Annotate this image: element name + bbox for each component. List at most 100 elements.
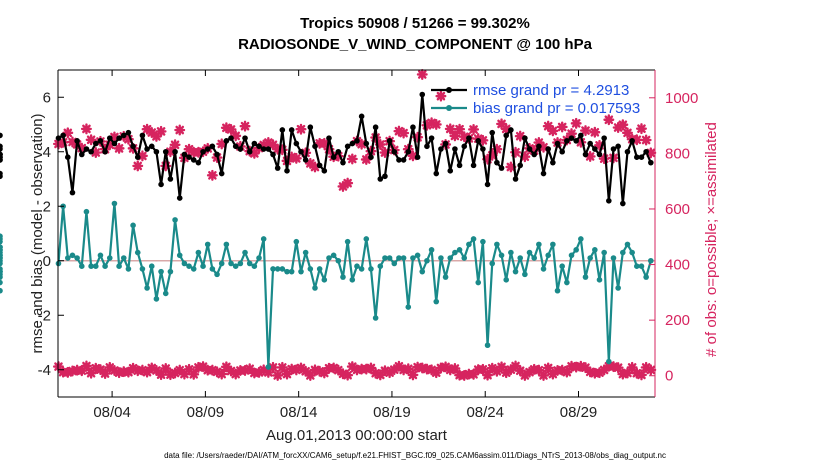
bias-point (400, 255, 407, 261)
bias-point (638, 263, 645, 270)
rmse-point (0, 157, 3, 163)
bias-point (284, 268, 290, 275)
obs-possible-point (379, 147, 391, 159)
obs-assimilated-point (491, 365, 503, 377)
rmse-point (265, 146, 272, 152)
bias-point (64, 255, 71, 261)
bias-point (0, 252, 3, 259)
obs-possible-point (617, 119, 629, 131)
bias-point (386, 255, 393, 261)
bias-point (134, 249, 141, 256)
obs-possible-point (146, 127, 158, 139)
rmse-point (559, 148, 565, 155)
rmse-point (232, 143, 239, 150)
bias-point (610, 255, 617, 261)
bias-point (0, 260, 3, 267)
rmse-point (302, 157, 309, 163)
bias-point (363, 236, 370, 242)
bias-point (503, 277, 510, 283)
rmse-point (60, 132, 66, 139)
obs-assimilated-point (342, 369, 354, 381)
obs-possible-point (454, 123, 466, 135)
rmse-point (582, 151, 589, 158)
obs-possible-point (132, 160, 144, 172)
plot-data (0, 68, 657, 381)
obs-possible-point (482, 153, 494, 165)
rmse-point (158, 181, 164, 188)
obs-possible-point (435, 90, 447, 102)
obs-possible-point (230, 130, 242, 142)
obs-possible-point (519, 151, 531, 163)
obs-possible-point (416, 68, 428, 80)
obs-possible-point (337, 180, 349, 192)
rmse-point (330, 154, 337, 160)
obs-possible-point (360, 153, 372, 165)
rmse-point (0, 143, 3, 150)
rmse-point (447, 168, 454, 174)
obs-assimilated-point (533, 364, 545, 376)
obs-assimilated-point (122, 366, 134, 378)
obs-possible-point (635, 123, 647, 135)
rmse-point (116, 135, 122, 141)
rmse-point (643, 148, 649, 155)
obs-assimilated-point (407, 369, 419, 381)
rmse-point (578, 132, 584, 139)
bias-point (545, 252, 551, 259)
obs-possible-point (206, 169, 218, 181)
y2-axis-label: # of obs: o=possible; ×=assimilated (703, 122, 720, 357)
obs-assimilated-point (477, 363, 489, 375)
obs-possible-point (136, 150, 148, 162)
obs-possible-point (412, 131, 424, 143)
rmse-point (606, 198, 612, 204)
rmse-point (349, 140, 356, 147)
obs-assimilated-point (146, 362, 158, 374)
bias-point (489, 260, 496, 267)
obs-possible-point (598, 153, 610, 165)
obs-possible-point (575, 136, 587, 148)
rmse-point (396, 157, 402, 163)
rmse-point (508, 127, 514, 133)
obs-assimilated-point (388, 364, 400, 376)
y-tick-label: 6 (43, 89, 51, 106)
rmse-point (573, 138, 579, 144)
bias-point (484, 342, 491, 349)
rmse-point (363, 140, 370, 147)
obs-assimilated-point (300, 365, 312, 377)
obs-assimilated-point (444, 364, 456, 376)
bias-point (92, 263, 99, 270)
obs-assimilated-point (328, 362, 340, 374)
obs-assimilated-point (621, 367, 633, 379)
rmse-point (186, 154, 192, 160)
rmse-point (517, 162, 524, 169)
obs-assimilated-point (374, 369, 386, 381)
bias-point (298, 268, 304, 275)
rmse-point (545, 146, 551, 152)
bias-point (204, 241, 211, 248)
rmse-point (550, 159, 556, 166)
obs-possible-point (90, 147, 102, 159)
obs-possible-point (225, 123, 237, 135)
bias-point (564, 279, 570, 286)
bias-point (0, 271, 3, 278)
bias-point (568, 252, 575, 259)
bias-point (480, 238, 486, 245)
bias-point (438, 255, 444, 261)
obs-possible-point (398, 127, 410, 139)
obs-assimilated-point (160, 363, 172, 375)
rmse-point (0, 151, 3, 158)
obs-possible-point (421, 119, 433, 131)
rmse-point (176, 195, 183, 201)
rmse-point (531, 151, 538, 158)
rmse-point (386, 138, 393, 144)
obs-possible-point (584, 150, 596, 162)
bias-point (606, 358, 612, 365)
rmse-point (144, 146, 150, 152)
rmse-point (111, 140, 118, 147)
x-tick-label: 08/04 (93, 404, 131, 421)
bias-point (517, 255, 524, 261)
bias-point (601, 249, 607, 256)
obs-possible-point (496, 118, 508, 130)
legend-bias-label: bias grand pr = 0.017593 (473, 100, 640, 117)
bias-point (615, 285, 621, 291)
rmse-point (475, 138, 482, 144)
